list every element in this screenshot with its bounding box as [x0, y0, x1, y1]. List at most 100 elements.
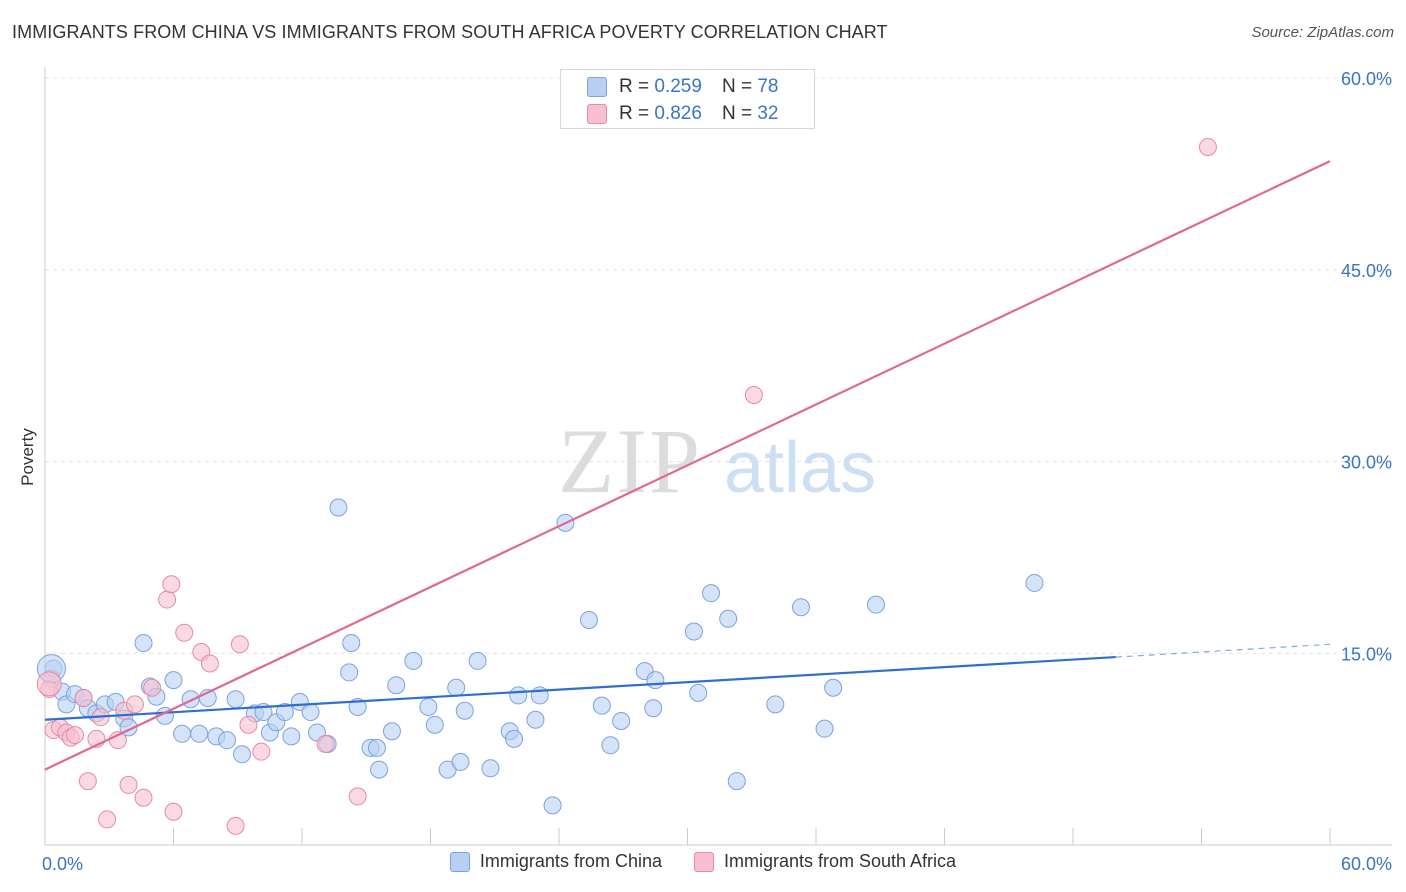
- china-point: [526, 710, 545, 729]
- n-label: N =: [721, 76, 753, 97]
- legend-item-south-africa[interactable]: Immigrants from South Africa: [693, 851, 956, 872]
- china-point: [505, 729, 524, 748]
- points-layer: [36, 138, 1217, 835]
- south-africa-point: [175, 623, 194, 642]
- south-africa-point: [252, 742, 271, 761]
- china-point: [601, 736, 620, 755]
- r-label: R =: [619, 76, 650, 97]
- china-point: [468, 651, 487, 670]
- china-point: [612, 712, 631, 731]
- china-point: [190, 724, 209, 743]
- china-point: [275, 703, 294, 722]
- y-tick-label: 60.0%: [1341, 69, 1392, 89]
- chart-title: IMMIGRANTS FROM CHINA VS IMMIGRANTS FROM…: [12, 22, 888, 42]
- china-swatch: [587, 77, 607, 97]
- source-label: Source: ZipAtlas.com: [1251, 24, 1394, 41]
- china-point: [592, 696, 611, 715]
- y-tick-label: 30.0%: [1341, 453, 1392, 473]
- china-point: [684, 622, 703, 641]
- china-legend-swatch: [449, 851, 470, 872]
- china-point: [792, 598, 811, 617]
- south-africa-point: [74, 688, 93, 707]
- series-legend: Immigrants from China Immigrants from So…: [0, 851, 1406, 872]
- x-tick-label: 60.0%: [1341, 854, 1392, 874]
- south-africa-point: [134, 788, 153, 807]
- china-point: [543, 796, 562, 815]
- south-africa-point: [98, 810, 117, 829]
- south-africa-point: [230, 635, 249, 654]
- watermark-atlas: atlas: [724, 428, 876, 508]
- china-point: [134, 634, 153, 653]
- south-africa-point: [226, 816, 245, 835]
- china-point: [419, 697, 438, 716]
- china-point: [233, 745, 252, 764]
- south-africa-point: [143, 678, 162, 697]
- china-point: [866, 595, 885, 614]
- south-africa-point: [36, 671, 62, 697]
- legend-item-china[interactable]: Immigrants from China: [449, 851, 662, 872]
- china-point: [382, 722, 401, 741]
- stats-legend: R = 0.259 N = 78 R = 0.826 N = 32: [560, 69, 815, 129]
- china-point: [226, 690, 245, 709]
- stats-row-china: R = 0.259 N = 78: [587, 76, 778, 98]
- china-point: [727, 772, 746, 791]
- china-point: [218, 731, 237, 750]
- south-africa-trend-line: [44, 160, 1331, 771]
- south-africa-point: [316, 735, 335, 754]
- china-point: [451, 752, 470, 771]
- south-africa-point: [744, 386, 763, 405]
- china-trend-extension: [1115, 643, 1331, 658]
- china-point: [509, 686, 528, 705]
- china-point: [367, 738, 386, 757]
- china-point: [481, 759, 500, 778]
- china-point: [579, 611, 598, 630]
- china-point: [824, 678, 843, 697]
- trend-lines-layer: [44, 160, 1331, 771]
- china-point: [301, 703, 320, 722]
- south-africa-point: [119, 775, 138, 794]
- grid-layer: [45, 77, 1392, 654]
- china-point: [282, 727, 301, 746]
- china-point: [329, 498, 348, 517]
- china-point: [342, 634, 361, 653]
- stats-row-south-africa: R = 0.826 N = 32: [587, 103, 778, 125]
- south-africa-legend-swatch: [693, 851, 714, 872]
- watermark: ZIP atlas: [558, 410, 876, 512]
- china-point: [447, 678, 466, 697]
- china-point: [719, 609, 738, 628]
- south-africa-point: [158, 590, 177, 609]
- south-africa-point: [348, 787, 367, 806]
- china-trend-line: [44, 655, 1116, 721]
- china-point: [387, 676, 406, 695]
- china-point: [173, 724, 192, 743]
- china-point: [702, 584, 721, 603]
- china-point: [340, 663, 359, 682]
- axes-layer: 15.0% 30.0% 45.0% 60.0% 0.0% 60.0%: [42, 67, 1392, 874]
- china-point: [646, 671, 665, 690]
- china-point: [404, 651, 423, 670]
- n-label: N =: [721, 103, 753, 124]
- r-value-south-africa: 0.826: [654, 103, 702, 124]
- china-point: [815, 719, 834, 738]
- china-point: [164, 671, 183, 690]
- south-africa-point: [164, 802, 183, 821]
- watermark-zip: ZIP: [558, 410, 702, 512]
- china-point: [425, 715, 444, 734]
- china-point: [689, 683, 708, 702]
- china-point: [455, 701, 474, 720]
- x-tick-label: 0.0%: [42, 854, 83, 874]
- south-africa-point: [78, 772, 97, 791]
- china-point: [181, 690, 200, 709]
- south-africa-point: [125, 695, 144, 714]
- china-point: [644, 699, 663, 718]
- legend-label-china: Immigrants from China: [479, 851, 662, 871]
- south-africa-point: [239, 715, 258, 734]
- china-point: [370, 760, 389, 779]
- y-axis-label: Poverty: [18, 428, 37, 486]
- n-value-south-africa: 32: [757, 103, 779, 124]
- south-africa-point: [1198, 138, 1217, 157]
- r-label: R =: [619, 103, 650, 124]
- south-africa-swatch: [587, 104, 607, 124]
- y-tick-label: 15.0%: [1341, 644, 1392, 664]
